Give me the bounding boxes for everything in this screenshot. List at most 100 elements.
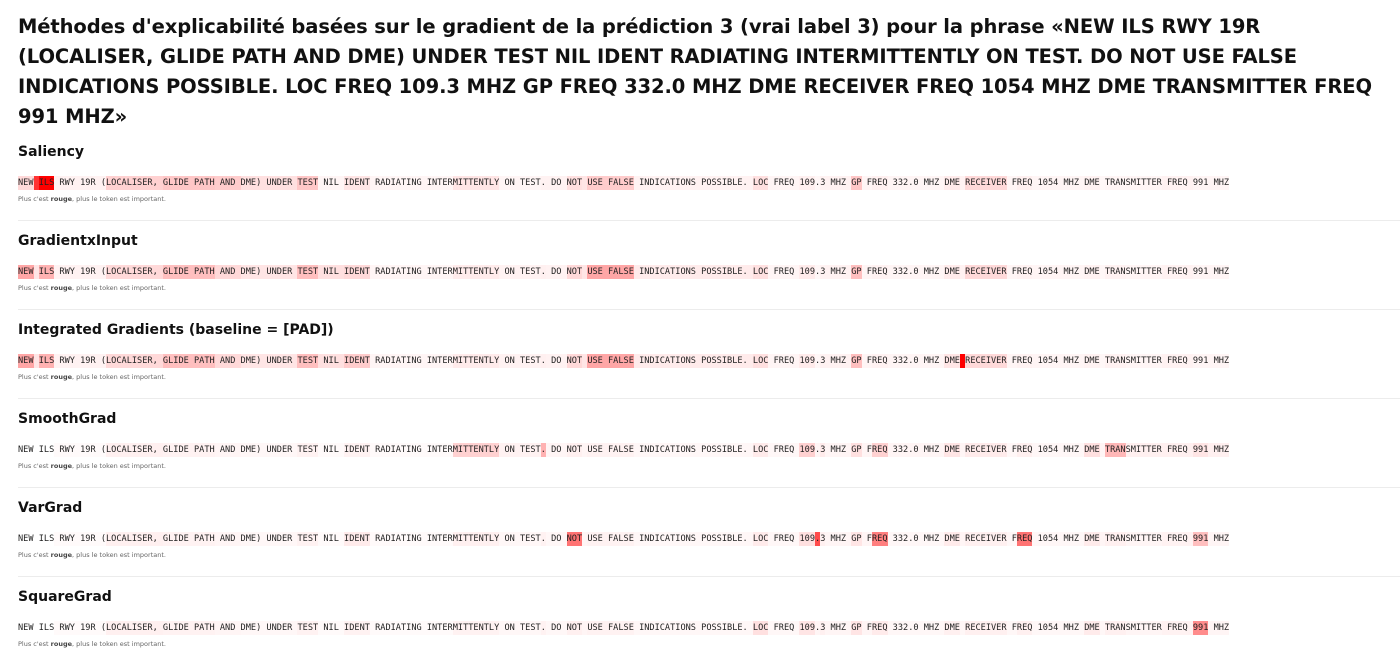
legend-note: Plus c'est rouge, plus le token est impo…	[18, 462, 166, 471]
token: AND	[214, 443, 241, 457]
token: 1054 MHZ	[1032, 354, 1085, 368]
token: MHZ	[825, 532, 852, 546]
token: SMITTER	[1125, 354, 1162, 368]
legend-note-suffix: , plus le token est important.	[72, 462, 166, 470]
method-section: SmoothGrad NEW ILS RWY 19R (LOCALISER, GL…	[18, 399, 1400, 488]
legend-note-prefix: Plus c'est	[18, 373, 51, 381]
token: TEST	[297, 443, 319, 457]
token: LOCALISER,	[106, 354, 163, 368]
token: NOT	[566, 443, 583, 457]
token: DME) UNDER	[240, 354, 298, 368]
token	[959, 265, 966, 279]
token: F	[1006, 623, 1017, 633]
token: FREQ	[768, 623, 800, 633]
token: DME) UNDER	[240, 265, 298, 279]
token	[582, 176, 588, 190]
token: INDICATIONS POSSIBLE.	[633, 176, 753, 190]
token: RECEIVER	[965, 354, 1007, 368]
token: FREQ	[1161, 176, 1193, 190]
token: ILS	[38, 354, 55, 368]
token: DO	[545, 443, 567, 457]
legend-note: Plus c'est rouge, plus le token est impo…	[18, 284, 166, 293]
token: TRAN	[1104, 532, 1126, 546]
token: LOC	[752, 621, 769, 635]
token: F	[1006, 265, 1017, 279]
token: RWY 19R (	[54, 176, 106, 190]
token: 1054 MHZ	[1032, 623, 1085, 633]
token: NEW	[18, 265, 34, 279]
token: DME) UNDER	[240, 623, 298, 633]
token: DME) UNDER	[240, 534, 298, 544]
token: .	[815, 532, 821, 546]
method-section: Saliency NEW ILS RWY 19R (LOCALISER, GLID…	[18, 132, 1400, 221]
token: GLIDE PATH	[162, 532, 215, 546]
token: SMITTER	[1125, 532, 1162, 546]
token: 1054 MHZ	[1032, 445, 1085, 455]
token: MHZ	[825, 443, 852, 457]
token: INDICATIONS POSSIBLE.	[633, 534, 753, 544]
token: F	[1006, 354, 1017, 368]
token: NOT	[566, 621, 583, 635]
method-title: VarGrad	[18, 500, 83, 516]
token: DME	[1084, 443, 1100, 457]
token: REQ	[1016, 443, 1033, 457]
token: GP	[851, 443, 862, 457]
token: SMITTER	[1125, 443, 1162, 457]
token: 1054 MHZ	[1032, 534, 1085, 544]
page: Méthodes d'explicabilité basées sur le g…	[18, 0, 1400, 665]
token: RECEIVER	[965, 532, 1007, 546]
method-title: Integrated Gradients (baseline = [PAD])	[18, 322, 334, 338]
token: DME	[1084, 176, 1100, 190]
token: 3	[820, 354, 826, 368]
token: USE FALSE	[587, 354, 634, 368]
token: RADIATING INTER	[369, 534, 453, 544]
token: F	[1006, 176, 1017, 190]
legend-note-suffix: , plus le token est important.	[72, 373, 166, 381]
token	[959, 532, 966, 546]
token: REQ	[871, 443, 888, 457]
token	[34, 532, 39, 546]
token: GP	[851, 621, 862, 635]
token: REQ	[871, 354, 888, 368]
token: F	[861, 532, 872, 546]
legend-note: Plus c'est rouge, plus le token est impo…	[18, 551, 166, 560]
token: RECEIVER	[965, 265, 1007, 279]
token: 991	[1192, 176, 1209, 190]
token: LOCALISER,	[106, 621, 163, 635]
token: REQ	[1016, 354, 1033, 368]
token: LOC	[752, 176, 769, 190]
token: ILS	[38, 265, 55, 279]
token: DME	[944, 621, 960, 635]
token: DO	[545, 354, 567, 368]
legend-note-suffix: , plus le token est important.	[72, 551, 166, 559]
token: F	[1006, 534, 1017, 544]
token: RWY 19R (	[54, 445, 106, 455]
token: ILS	[38, 176, 55, 190]
token: TRAN	[1104, 354, 1126, 368]
token: RADIATING INTER	[369, 445, 453, 455]
token: REQ	[1016, 176, 1033, 190]
token: DO	[545, 623, 567, 633]
token: F	[861, 176, 872, 190]
token: 109	[799, 354, 815, 368]
token: NEW	[18, 354, 34, 368]
token: MHZ	[1208, 265, 1230, 279]
token: RECEIVER	[965, 443, 1007, 457]
token	[34, 621, 39, 635]
token	[582, 443, 588, 457]
token: INDICATIONS POSSIBLE.	[633, 265, 753, 279]
token: DME	[944, 176, 960, 190]
legend-note: Plus c'est rouge, plus le token est impo…	[18, 195, 166, 204]
token: MHZ	[1208, 176, 1230, 190]
token: TRAN	[1104, 443, 1126, 457]
token: FREQ	[1161, 532, 1193, 546]
token: REQ	[871, 176, 888, 190]
token: 991	[1192, 621, 1209, 635]
token: DME	[1084, 354, 1100, 368]
token: 991	[1192, 265, 1209, 279]
token: LOC	[752, 443, 769, 457]
token: DME	[944, 443, 960, 457]
token: .	[815, 267, 821, 277]
token: ILS	[38, 623, 55, 633]
token: MHZ	[1208, 443, 1230, 457]
